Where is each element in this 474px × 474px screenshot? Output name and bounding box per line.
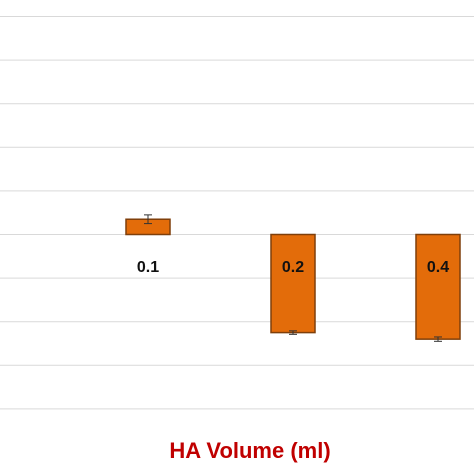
x-tick-label: 0.1 [137, 259, 159, 276]
bar-0.4 [415, 233, 461, 340]
bars [125, 218, 461, 340]
x-axis-title: HA Volume (ml) [169, 438, 330, 463]
error-bars [144, 214, 442, 342]
error-bar-0.2 [289, 330, 297, 335]
x-tick-label: 0.2 [282, 259, 304, 276]
category-labels: 00.10.20.4 [137, 259, 449, 276]
x-tick-label: 0.4 [427, 259, 449, 276]
gridlines [0, 16, 474, 410]
error-bar-0.1 [144, 214, 152, 225]
error-bar-0.4 [434, 336, 442, 342]
bar-0.2 [270, 233, 316, 334]
